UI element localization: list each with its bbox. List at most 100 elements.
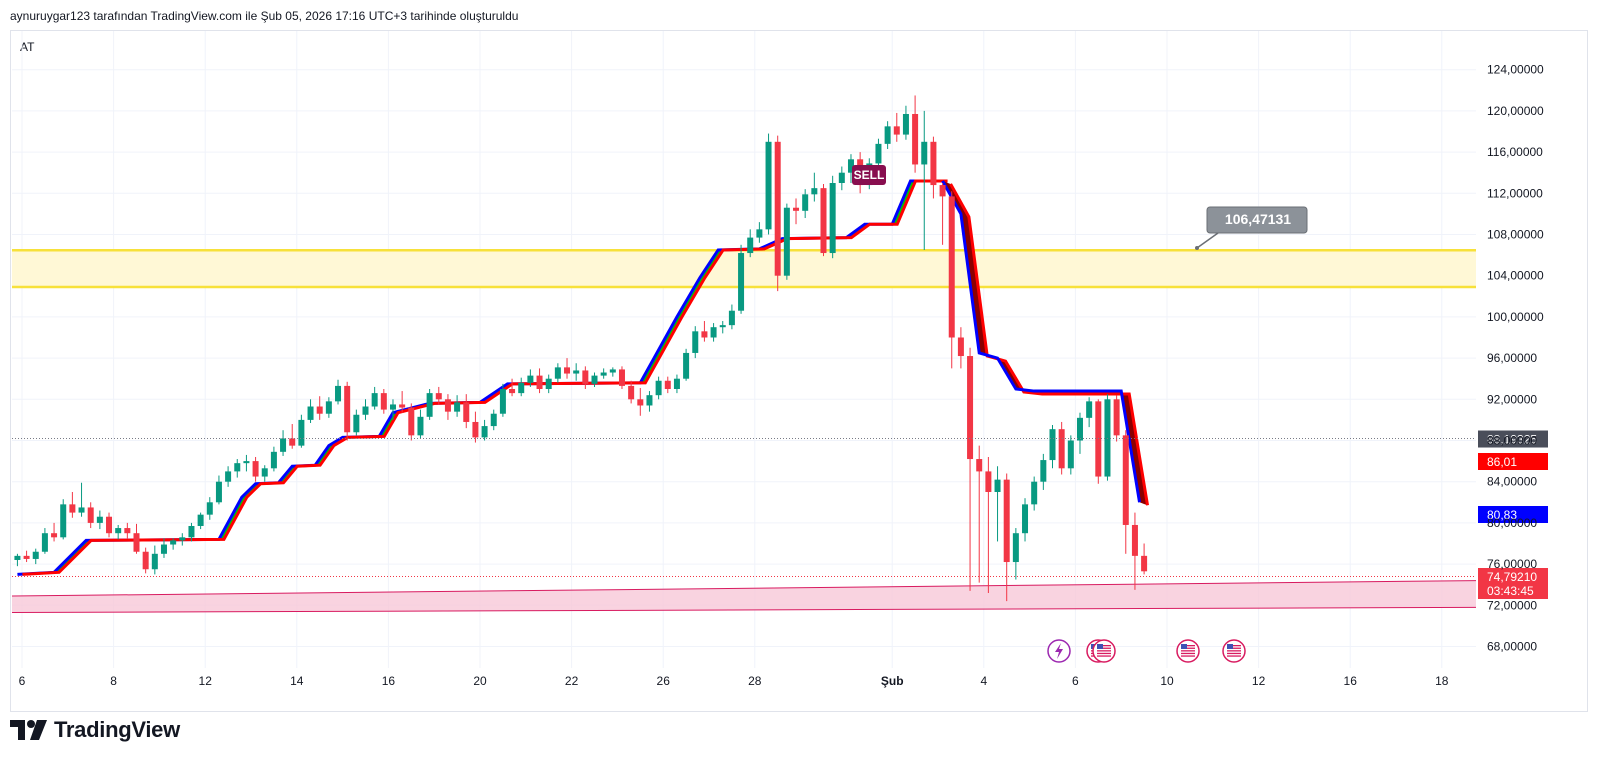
price-callout-box	[1206, 206, 1308, 234]
candle-body	[875, 143, 882, 164]
x-tick-label: 28	[748, 674, 762, 688]
x-tick-label: 16	[382, 674, 396, 688]
candle-body	[664, 380, 671, 389]
candle-body	[499, 389, 506, 414]
candle-body	[783, 207, 790, 276]
x-tick-label: 14	[290, 674, 304, 688]
price-callout-label: 106,47131	[1225, 211, 1291, 227]
flag-stripe	[1097, 647, 1111, 649]
candle-body	[481, 426, 488, 438]
flag-stripe	[1097, 652, 1111, 655]
candle-body	[591, 375, 598, 384]
candle-body	[692, 331, 699, 353]
candle-body	[225, 471, 232, 482]
candle-body	[215, 481, 222, 503]
candle-body	[188, 525, 195, 538]
candle-body	[582, 370, 589, 384]
candle-body	[637, 399, 644, 406]
candle-body	[710, 327, 717, 338]
y-tick-label: 84,00000	[1487, 475, 1537, 489]
candle-body	[316, 406, 323, 414]
x-tick-label: 6	[1072, 674, 1079, 688]
candle-body	[756, 229, 763, 238]
trail-down-blue-line	[941, 180, 1142, 503]
candle-body	[289, 438, 296, 446]
candle-body	[261, 468, 268, 477]
candle-body	[1104, 399, 1111, 477]
candle-body	[1113, 399, 1120, 436]
candle-body	[545, 378, 552, 389]
flag-canton	[1227, 644, 1233, 649]
grid	[12, 31, 1476, 668]
blue-trail-tag-bg	[1478, 506, 1548, 523]
lightning-event-icon[interactable]	[1047, 639, 1071, 663]
y-tick-label: 92,00000	[1487, 392, 1537, 406]
x-tick-label: 12	[199, 674, 213, 688]
flag-stripe	[1227, 647, 1241, 649]
us-flag-event-icon[interactable]	[1222, 639, 1246, 663]
y-tick-label: 80,00000	[1487, 516, 1537, 530]
y-tick-label: 112,00000	[1487, 186, 1543, 200]
candle-body	[1031, 481, 1038, 505]
last-price-tag: 74,79210	[1487, 570, 1537, 584]
y-tick-label: 120,00000	[1487, 104, 1544, 118]
candle-body	[51, 533, 58, 538]
candle-body	[509, 389, 516, 394]
y-tick-label: 96,00000	[1487, 351, 1537, 365]
candle-body	[1076, 417, 1083, 441]
candle-body	[994, 479, 1001, 492]
candle-body	[325, 401, 332, 414]
overlays: SELL 106,47131 88,19325 86,01 80,83 74,792100…	[12, 165, 1548, 599]
us-flag-event-icon[interactable]	[1092, 639, 1116, 663]
candle-body	[884, 126, 891, 144]
x-tick-label: 16	[1344, 674, 1358, 688]
candle-body	[802, 194, 809, 211]
flag-canton	[1097, 644, 1103, 649]
candle-body	[930, 141, 937, 186]
candle-body	[774, 141, 781, 276]
lightning-glyph	[1055, 643, 1063, 659]
candle-body	[673, 378, 680, 389]
y-tick-label: 108,00000	[1487, 228, 1544, 242]
price-axis: 124,00000 120,00000 116,00000 112,00000 108,…	[1487, 63, 1544, 654]
candle-body	[69, 504, 76, 513]
candle-body	[820, 188, 827, 254]
candle-body	[298, 419, 305, 446]
current-price-tag-bg	[1478, 430, 1548, 448]
price-callout-pointer	[1196, 232, 1219, 249]
candle-body	[1022, 504, 1029, 534]
candle-body	[252, 461, 259, 477]
candle-body	[793, 207, 800, 211]
red-trail-tag-bg	[1478, 453, 1548, 470]
candle-body	[1058, 429, 1065, 469]
y-tick-label: 116,00000	[1487, 145, 1543, 159]
candle-body	[948, 196, 955, 338]
candle-body	[628, 385, 635, 400]
candle-body	[1122, 435, 1129, 525]
candle-body	[1131, 524, 1138, 556]
blue-trail-tag: 80,83	[1487, 508, 1517, 522]
candle-body	[206, 502, 213, 515]
tradingview-logo[interactable]: TradingView	[10, 717, 180, 743]
candle-body	[426, 393, 433, 417]
current-price-tag: 88,19325	[1487, 433, 1537, 447]
candle-body	[454, 402, 461, 412]
candle-body	[618, 369, 625, 386]
candle-body	[60, 504, 67, 538]
candle-body	[600, 372, 607, 376]
flag-stripe	[1181, 645, 1195, 647]
candle-body	[142, 551, 149, 570]
candle-body	[527, 375, 534, 383]
candle-body	[353, 414, 360, 433]
flag-stripe	[1181, 655, 1195, 657]
candle-body	[985, 471, 992, 492]
price-callout-anchor	[1195, 246, 1199, 250]
y-tick-label: 76,00000	[1487, 557, 1537, 571]
us-flag-event-icon[interactable]	[1176, 639, 1200, 663]
y-tick-label: 72,00000	[1487, 598, 1537, 612]
candle-body	[573, 370, 580, 374]
candle-body	[811, 188, 818, 195]
candle-body	[646, 395, 653, 406]
candle-body	[87, 507, 94, 523]
